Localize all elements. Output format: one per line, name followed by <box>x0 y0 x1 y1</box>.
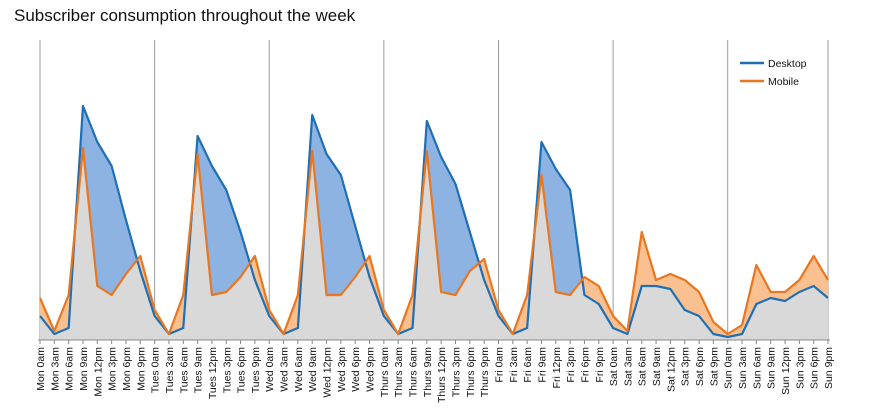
x-tick-label: Thurs 3pm <box>450 347 462 397</box>
x-tick-label: Sat 9am <box>651 347 663 386</box>
x-tick-label: Fri 6am <box>522 347 534 383</box>
x-tick-label: Sun 3pm <box>794 347 806 389</box>
series-line-desktop <box>39 104 829 339</box>
x-tick-label: Sun 6pm <box>809 347 821 389</box>
x-tick-label: Mon 3am <box>49 347 61 391</box>
x-tick-label: Wed 0am <box>264 347 276 392</box>
x-tick-label: Fri 3am <box>508 347 520 383</box>
x-tick-label: Sat 6pm <box>694 347 706 386</box>
x-tick-label: Wed 9am <box>307 347 319 392</box>
x-tick-label: Fri 0am <box>493 347 505 383</box>
x-tick-label: Thurs 3am <box>393 347 405 397</box>
x-tick-label: Wed 12pm <box>322 347 334 398</box>
x-tick-label: Thurs 12pm <box>436 347 448 403</box>
line-layer <box>38 104 829 339</box>
x-tick-label: Fri 9pm <box>594 347 606 383</box>
x-tick-label: Mon 6pm <box>121 347 133 391</box>
x-tick-label: Sun 9am <box>766 347 778 389</box>
x-tick-label: Wed 3pm <box>336 347 348 392</box>
x-tick-label: Sat 0am <box>608 347 620 386</box>
x-tick-label: Sat 6am <box>637 347 649 386</box>
x-tick-label: Tues 12pm <box>207 347 219 399</box>
mobile-excess-area <box>40 106 828 337</box>
x-tick-label: Mon 3pm <box>107 347 119 391</box>
x-tick-label: Sun 9pm <box>823 347 835 389</box>
x-tick-label: Sat 3am <box>622 347 634 386</box>
x-tick-label: Sun 6am <box>751 347 763 389</box>
x-tick-label: Fri 9am <box>536 347 548 383</box>
x-tick-label: Thurs 6am <box>408 347 420 397</box>
x-tick-label: Tues 3am <box>164 347 176 394</box>
x-tick-label: Fri 3pm <box>565 347 577 383</box>
x-tick-label: Thurs 9am <box>422 347 434 397</box>
x-tick-label: Mon 6am <box>64 347 76 391</box>
x-tick-label: Mon 0am <box>35 347 47 391</box>
x-tick-label: Thurs 0am <box>379 347 391 397</box>
x-tick-label: Tues 3pm <box>221 347 233 394</box>
x-tick-label: Tues 6am <box>178 347 190 394</box>
x-tick-label: Wed 9pm <box>365 347 377 392</box>
x-tick-label: Sun 12pm <box>780 347 792 395</box>
x-tick-label: Wed 3am <box>279 347 291 392</box>
x-tick-label: Sun 0am <box>723 347 735 389</box>
series-line-mobile <box>38 146 829 336</box>
x-tick-label: Fri 12pm <box>551 347 563 389</box>
x-axis-ticks: Mon 0am Mon 3am Mon 6am Mon 9am Mon 12pm Mon … <box>35 340 835 403</box>
legend: Desktop Mobile <box>740 58 807 88</box>
x-tick-label: Wed 6am <box>293 347 305 392</box>
x-tick-label: Wed 6pm <box>350 347 362 392</box>
x-tick-label: Mon 9am <box>78 347 90 391</box>
x-tick-label: Mon 12pm <box>92 347 104 397</box>
x-tick-label: Tues 0am <box>150 347 162 394</box>
chart-title: Subscriber consumption throughout the we… <box>14 6 356 25</box>
legend-label-desktop: Desktop <box>768 58 807 70</box>
x-tick-label: Sat 12pm <box>665 347 677 392</box>
x-tick-label: Sat 9pm <box>708 347 720 386</box>
x-tick-label: Tues 9am <box>193 347 205 394</box>
day-separators <box>39 40 829 340</box>
baseline-area <box>40 148 828 340</box>
x-tick-label: Sat 3pm <box>680 347 692 386</box>
x-tick-label: Fri 6pm <box>579 347 591 383</box>
legend-label-mobile: Mobile <box>768 76 799 88</box>
x-tick-label: Sun 3am <box>737 347 749 389</box>
x-tick-label: Tues 6pm <box>236 347 248 394</box>
x-tick-label: Tues 9pm <box>250 347 262 394</box>
x-tick-label: Thurs 6pm <box>465 347 477 397</box>
x-tick-label: Thurs 9pm <box>479 347 491 397</box>
x-tick-label: Mon 9pm <box>135 347 147 391</box>
